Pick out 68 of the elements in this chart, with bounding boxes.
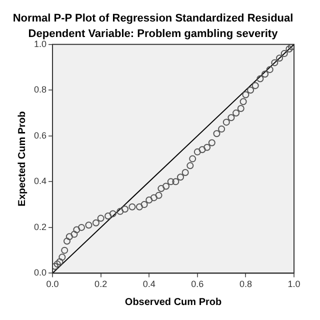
point bbox=[66, 233, 73, 240]
y-tick-label: 0.2 bbox=[34, 222, 47, 232]
x-tick-label: 0.2 bbox=[94, 279, 108, 290]
point bbox=[58, 254, 66, 261]
point bbox=[56, 258, 64, 266]
point bbox=[177, 174, 184, 181]
point bbox=[92, 219, 100, 226]
y-axis-title: Expected Cum Prob bbox=[16, 111, 28, 206]
point bbox=[167, 178, 174, 186]
y-tick-label: 0.0 bbox=[34, 268, 47, 278]
point bbox=[240, 98, 247, 106]
point bbox=[158, 185, 165, 192]
point bbox=[136, 203, 143, 210]
point bbox=[104, 212, 112, 220]
x-tick-label: 0.4 bbox=[142, 279, 156, 290]
point bbox=[70, 230, 78, 238]
x-axis-title: Observed Cum Prob bbox=[124, 296, 222, 308]
point bbox=[222, 118, 230, 126]
point bbox=[146, 196, 153, 204]
y-tick-label: 0.8 bbox=[34, 84, 47, 95]
point bbox=[213, 130, 220, 138]
point bbox=[204, 144, 211, 151]
point bbox=[242, 91, 250, 98]
point bbox=[252, 82, 259, 90]
point bbox=[237, 104, 244, 112]
point bbox=[150, 194, 158, 202]
point bbox=[228, 114, 235, 122]
point bbox=[286, 45, 293, 52]
point bbox=[232, 110, 240, 117]
chart-subtitle: Dependent Variable: Problem gambling severity bbox=[28, 28, 279, 40]
point bbox=[97, 214, 104, 222]
y-tick-label: 0.6 bbox=[34, 130, 47, 140]
x-tick-label: 1.0 bbox=[288, 279, 300, 290]
point bbox=[198, 146, 206, 154]
chart-title: Normal P-P Plot of Regression Standardized Residual bbox=[12, 12, 294, 25]
point bbox=[162, 182, 170, 190]
point bbox=[271, 59, 278, 66]
point bbox=[155, 192, 162, 199]
point bbox=[262, 70, 269, 78]
point bbox=[182, 169, 189, 176]
point bbox=[186, 162, 194, 170]
point bbox=[194, 148, 201, 156]
point bbox=[85, 222, 92, 229]
point bbox=[189, 155, 196, 162]
x-tick-label: 0.8 bbox=[239, 279, 252, 290]
point bbox=[172, 178, 180, 186]
y-tick-label: 0.4 bbox=[34, 176, 47, 186]
point bbox=[61, 246, 68, 254]
point bbox=[121, 206, 128, 213]
point bbox=[280, 50, 288, 58]
point bbox=[247, 86, 254, 94]
point bbox=[218, 126, 226, 133]
point bbox=[64, 238, 70, 245]
point bbox=[128, 203, 136, 210]
point bbox=[54, 260, 61, 268]
y-tick-label: 1.0 bbox=[34, 38, 47, 49]
x-tick-label: 0.0 bbox=[46, 279, 59, 290]
point bbox=[276, 54, 284, 62]
point bbox=[116, 208, 124, 215]
point bbox=[208, 139, 216, 146]
point bbox=[78, 224, 85, 231]
point bbox=[140, 201, 148, 208]
point bbox=[73, 226, 80, 234]
point bbox=[52, 262, 58, 270]
x-tick-label: 0.6 bbox=[191, 279, 204, 290]
point bbox=[266, 66, 274, 74]
point bbox=[256, 75, 264, 82]
point bbox=[109, 210, 116, 218]
